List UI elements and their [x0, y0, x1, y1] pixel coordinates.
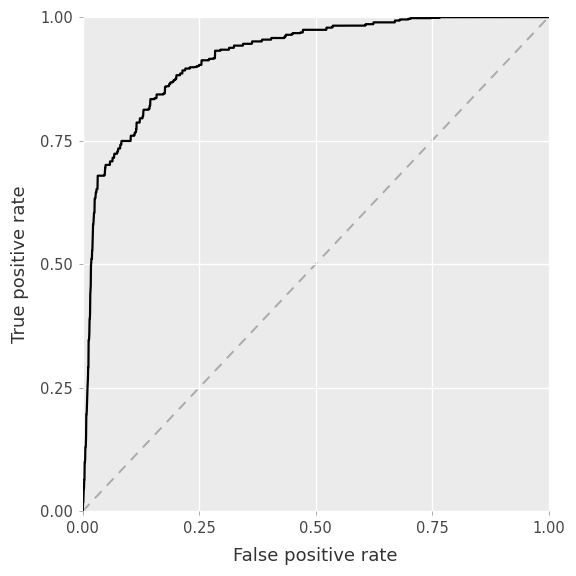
X-axis label: False positive rate: False positive rate: [233, 547, 398, 565]
Y-axis label: True positive rate: True positive rate: [11, 185, 29, 343]
